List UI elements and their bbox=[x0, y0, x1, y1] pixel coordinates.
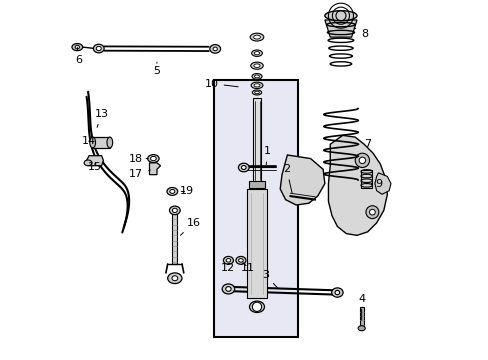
Text: 8: 8 bbox=[353, 28, 367, 39]
Text: 13: 13 bbox=[94, 109, 108, 127]
Text: 9: 9 bbox=[370, 179, 381, 189]
Polygon shape bbox=[374, 173, 390, 194]
Text: 7: 7 bbox=[357, 139, 371, 149]
Text: 14: 14 bbox=[82, 136, 96, 146]
Ellipse shape bbox=[172, 276, 177, 281]
Ellipse shape bbox=[238, 258, 243, 262]
Circle shape bbox=[358, 157, 365, 163]
Ellipse shape bbox=[251, 50, 262, 57]
Ellipse shape bbox=[222, 284, 234, 294]
Bar bbox=[246, 189, 266, 298]
Ellipse shape bbox=[235, 256, 245, 264]
Bar bbox=[214, 80, 298, 337]
Bar bbox=[360, 170, 372, 188]
Ellipse shape bbox=[172, 208, 177, 212]
Circle shape bbox=[354, 153, 369, 167]
Text: 18: 18 bbox=[129, 154, 148, 163]
Text: 2: 2 bbox=[283, 164, 291, 193]
Text: 17: 17 bbox=[129, 168, 150, 179]
Ellipse shape bbox=[254, 91, 259, 94]
Ellipse shape bbox=[324, 11, 356, 21]
Bar bbox=[252, 98, 261, 184]
Ellipse shape bbox=[253, 35, 260, 39]
Ellipse shape bbox=[90, 137, 95, 148]
Ellipse shape bbox=[251, 82, 263, 89]
Ellipse shape bbox=[252, 90, 261, 95]
Ellipse shape bbox=[334, 291, 339, 295]
Polygon shape bbox=[328, 135, 386, 235]
Polygon shape bbox=[149, 163, 160, 175]
Ellipse shape bbox=[75, 45, 80, 49]
Ellipse shape bbox=[166, 188, 177, 195]
Ellipse shape bbox=[225, 287, 231, 291]
Text: 15: 15 bbox=[87, 162, 101, 172]
Bar bbox=[93, 137, 110, 148]
Text: 10: 10 bbox=[204, 78, 238, 89]
Ellipse shape bbox=[238, 163, 248, 172]
Ellipse shape bbox=[93, 44, 104, 53]
Ellipse shape bbox=[150, 157, 156, 161]
Circle shape bbox=[252, 302, 261, 311]
Circle shape bbox=[365, 206, 378, 219]
Ellipse shape bbox=[250, 33, 263, 41]
Text: 6: 6 bbox=[75, 47, 81, 65]
Polygon shape bbox=[280, 155, 324, 205]
Bar bbox=[359, 307, 363, 328]
Text: 4: 4 bbox=[357, 294, 365, 320]
Circle shape bbox=[369, 209, 374, 215]
Ellipse shape bbox=[167, 273, 182, 284]
Bar bbox=[172, 212, 177, 264]
Ellipse shape bbox=[249, 301, 264, 312]
Ellipse shape bbox=[241, 166, 245, 170]
Text: 3: 3 bbox=[261, 270, 278, 289]
Ellipse shape bbox=[254, 75, 259, 78]
Ellipse shape bbox=[107, 137, 112, 148]
Ellipse shape bbox=[254, 84, 260, 87]
Ellipse shape bbox=[209, 45, 220, 53]
Ellipse shape bbox=[84, 160, 92, 166]
Ellipse shape bbox=[357, 326, 365, 331]
Ellipse shape bbox=[251, 73, 262, 79]
Text: 16: 16 bbox=[180, 218, 201, 235]
Ellipse shape bbox=[223, 256, 233, 264]
Ellipse shape bbox=[250, 62, 263, 69]
Ellipse shape bbox=[253, 64, 260, 67]
Text: 12: 12 bbox=[220, 262, 234, 273]
Bar bbox=[248, 181, 264, 188]
Ellipse shape bbox=[254, 51, 259, 55]
Polygon shape bbox=[86, 156, 103, 166]
Ellipse shape bbox=[96, 46, 101, 51]
Text: 19: 19 bbox=[180, 186, 194, 197]
Ellipse shape bbox=[147, 155, 159, 162]
Ellipse shape bbox=[169, 206, 180, 215]
Text: 11: 11 bbox=[241, 262, 255, 273]
Ellipse shape bbox=[213, 47, 217, 51]
Ellipse shape bbox=[72, 44, 82, 51]
Ellipse shape bbox=[331, 288, 343, 297]
Ellipse shape bbox=[225, 258, 230, 262]
Text: 1: 1 bbox=[264, 147, 271, 165]
Text: 5: 5 bbox=[152, 62, 160, 76]
Ellipse shape bbox=[169, 189, 175, 193]
Polygon shape bbox=[324, 20, 356, 37]
